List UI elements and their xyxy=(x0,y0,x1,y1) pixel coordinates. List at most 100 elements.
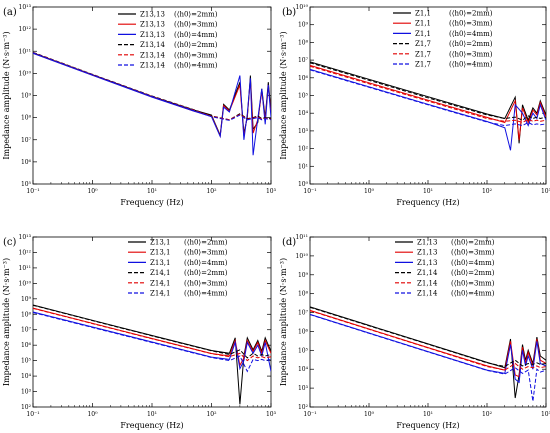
legend-series-name: Z13,1 xyxy=(150,239,170,247)
legend-series-condition: (⟨h0⟩=3mm) xyxy=(184,249,228,257)
x-tick-label: 10³ xyxy=(266,188,277,195)
legend-series-condition: (⟨h0⟩=2mm) xyxy=(174,11,218,19)
legend-series-condition: (⟨h0⟩=4mm) xyxy=(184,259,228,267)
x-tick-label: 10⁻¹ xyxy=(26,411,39,418)
y-tick-label: 10¹² xyxy=(19,26,32,33)
y-axis-label: Impedance amplitude (N·s·m⁻³) xyxy=(279,31,288,159)
legend-series-condition: (⟨h0⟩=3mm) xyxy=(451,279,495,287)
x-tick-label: 10² xyxy=(482,188,493,195)
legend-series-condition: (⟨h0⟩=2mm) xyxy=(184,239,228,247)
y-tick-label: 10³ xyxy=(21,389,32,396)
x-axis-label: Frequency (Hz) xyxy=(396,198,459,207)
y-tick-label: 10¹² xyxy=(19,249,32,256)
legend: Z1,13 (⟨h0⟩=2mm) Z1,13 (⟨h0⟩=3mm) Z1,13 (⟨h0⟩… xyxy=(395,239,495,298)
legend-series-name: Z1,13 xyxy=(417,249,437,257)
legend-series-condition: (⟨h0⟩=3mm) xyxy=(449,20,493,28)
legend-series-name: Z14,1 xyxy=(150,269,170,277)
panel-label: (a) xyxy=(3,7,17,18)
panel-label: (b) xyxy=(282,7,296,18)
x-tick-label: 10³ xyxy=(541,411,550,418)
legend-series-name: Z1,14 xyxy=(417,269,438,277)
series-line xyxy=(310,306,546,368)
y-tick-label: 10⁹ xyxy=(21,93,32,100)
panel-2: 10⁻¹ 10⁰ 10¹ 10² 10³ 10² 10³ 10⁴ 10⁵ 10⁶ 10⁷ 10⁸ 10⁹… xyxy=(2,234,277,430)
legend-series-name: Z14,1 xyxy=(150,290,170,298)
legend-series-name: Z13,13 xyxy=(140,21,165,29)
x-tick-label: 10¹ xyxy=(423,411,433,418)
y-tick-label: 10² xyxy=(21,404,32,411)
series-line xyxy=(33,311,271,372)
legend-series-condition: (⟨h0⟩=4mm) xyxy=(449,30,493,38)
legend-series-name: Z1,1 xyxy=(415,10,431,18)
series-line xyxy=(310,61,546,144)
y-tick-label: 10² xyxy=(298,404,309,411)
x-tick-label: 10⁻¹ xyxy=(26,188,39,195)
series-line xyxy=(33,304,271,359)
y-tick-label: 10¹ xyxy=(298,163,308,170)
y-tick-label: 10⁵ xyxy=(298,93,309,100)
y-tick-label: 10¹³ xyxy=(19,234,32,241)
legend-series-condition: (⟨h0⟩=3mm) xyxy=(174,21,218,29)
y-tick-label: 10¹⁰ xyxy=(296,253,309,260)
y-tick-label: 10² xyxy=(298,146,309,153)
x-axis-label: Frequency (Hz) xyxy=(120,198,183,207)
legend-series-name: Z13,1 xyxy=(150,249,170,257)
legend-series-condition: (⟨h0⟩=4mm) xyxy=(451,259,495,267)
legend-series-condition: (⟨h0⟩=4mm) xyxy=(174,31,218,39)
legend-series-name: Z14,1 xyxy=(150,279,170,287)
y-tick-label: 10³ xyxy=(298,385,309,392)
y-tick-label: 10⁸ xyxy=(21,115,32,122)
legend-series-name: Z13,1 xyxy=(150,259,170,267)
x-tick-label: 10⁰ xyxy=(87,411,98,418)
series-line xyxy=(310,306,546,399)
x-tick-label: 10⁻¹ xyxy=(303,188,316,195)
y-tick-label: 10³ xyxy=(298,128,309,135)
legend-series-condition: (⟨h0⟩=2mm) xyxy=(174,41,218,49)
x-tick-label: 10¹ xyxy=(147,188,157,195)
series-line xyxy=(33,52,271,156)
y-tick-label: 10⁹ xyxy=(21,296,32,303)
x-axis-label: Frequency (Hz) xyxy=(396,421,459,430)
y-tick-label: 10¹⁰ xyxy=(19,280,32,287)
x-tick-label: 10³ xyxy=(266,411,277,418)
legend-series-condition: (⟨h0⟩=2mm) xyxy=(451,239,495,247)
legend-series-condition: (⟨h0⟩=3mm) xyxy=(449,50,493,58)
y-tick-label: 10⁷ xyxy=(21,327,32,334)
y-tick-label: 10⁹ xyxy=(298,22,309,29)
y-tick-label: 10⁴ xyxy=(298,110,309,117)
legend-series-name: Z1,14 xyxy=(417,290,438,298)
y-tick-label: 10⁶ xyxy=(21,159,32,166)
y-tick-label: 10⁶ xyxy=(21,342,32,349)
x-tick-label: 10¹ xyxy=(423,188,433,195)
y-axis-label: Impedance amplitude (N·s·m⁻³) xyxy=(2,31,11,159)
series-line xyxy=(310,65,546,124)
series-line xyxy=(33,312,271,373)
legend-series-name: Z13,13 xyxy=(140,11,165,19)
x-tick-label: 10² xyxy=(482,411,493,418)
y-tick-label: 10¹⁰ xyxy=(296,4,309,11)
y-axis-label: Impedance amplitude (N·s·m⁻³) xyxy=(2,258,11,386)
legend-series-condition: (⟨h0⟩=2mm) xyxy=(449,10,493,18)
x-tick-label: 10² xyxy=(206,188,217,195)
series-line xyxy=(33,307,271,362)
series-line xyxy=(33,304,271,405)
y-tick-label: 10⁸ xyxy=(298,39,309,46)
y-tick-label: 10¹¹ xyxy=(19,265,31,272)
panel-0: 10⁻¹ 10⁰ 10¹ 10² 10³ 10⁵ 10⁶ 10⁷ 10⁸ 10⁹ 10¹⁰ 10¹¹ 1… xyxy=(2,4,277,207)
legend-series-condition: (⟨h0⟩=3mm) xyxy=(451,249,495,257)
x-axis-label: Frequency (Hz) xyxy=(120,421,183,430)
legend-series-condition: (⟨h0⟩=2mm) xyxy=(451,269,495,277)
y-tick-label: 10⁸ xyxy=(298,291,309,298)
y-tick-label: 10⁸ xyxy=(21,311,32,318)
legend-series-name: Z1,7 xyxy=(415,61,431,69)
y-tick-label: 10⁷ xyxy=(21,137,32,144)
x-tick-label: 10⁰ xyxy=(87,188,98,195)
legend-series-name: Z13,14 xyxy=(140,41,165,49)
legend-series-condition: (⟨h0⟩=2mm) xyxy=(449,40,493,48)
legend-series-name: Z1,7 xyxy=(415,50,431,58)
series-line xyxy=(33,307,271,367)
panel-label: (d) xyxy=(282,237,296,248)
x-tick-label: 10⁰ xyxy=(364,411,375,418)
legend-series-name: Z1,13 xyxy=(417,239,437,247)
